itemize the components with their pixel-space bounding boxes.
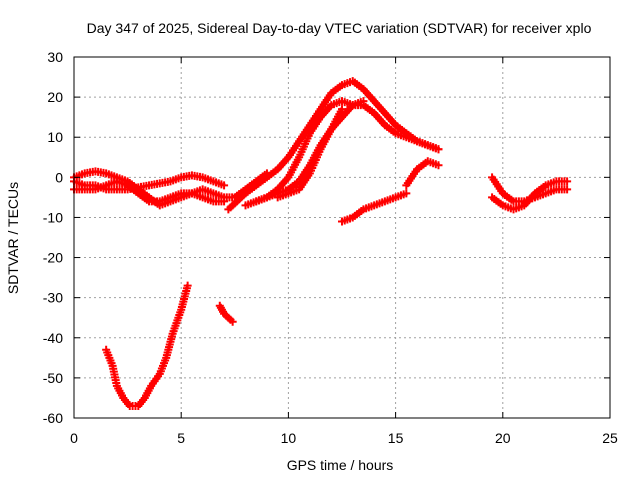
y-tick-label: 10 xyxy=(47,129,63,145)
x-axis-label: GPS time / hours xyxy=(287,457,394,473)
data-points xyxy=(70,77,572,410)
series-trace-12 xyxy=(102,281,192,410)
plot-frame xyxy=(73,56,611,419)
data-point xyxy=(220,197,229,206)
data-point xyxy=(402,189,411,198)
y-tick-label: 20 xyxy=(47,89,63,105)
data-point xyxy=(183,281,192,290)
x-tick-label: 0 xyxy=(70,430,78,446)
x-tick-label: 15 xyxy=(388,430,404,446)
series-trace-13 xyxy=(215,301,237,326)
y-tick-label: -60 xyxy=(43,410,63,426)
chart-title: Day 347 of 2025, Sidereal Day-to-day VTE… xyxy=(87,20,592,36)
axis-ticks: 0 5 10 15 20 25 -60 -50 -40 -30 -20 -10 0 10 20 30 xyxy=(43,49,618,446)
y-axis-label: SDTVAR / TECUs xyxy=(5,182,21,294)
series-trace-8 xyxy=(338,189,411,226)
grid-lines xyxy=(74,57,610,418)
series-trace-11 xyxy=(488,173,572,206)
series-trace-10 xyxy=(488,177,572,214)
y-tick-label: -20 xyxy=(43,250,63,266)
data-point xyxy=(434,161,443,170)
y-tick-label: 0 xyxy=(55,169,63,185)
data-point xyxy=(563,177,572,186)
y-tick-label: 30 xyxy=(47,49,63,65)
data-point xyxy=(220,181,229,190)
data-point xyxy=(228,317,237,326)
y-tick-label: -50 xyxy=(43,370,63,386)
data-point xyxy=(563,185,572,194)
data-point xyxy=(338,105,346,114)
y-tick-label: -40 xyxy=(43,330,63,346)
x-tick-label: 25 xyxy=(602,430,618,446)
data-point xyxy=(359,97,368,106)
data-point xyxy=(434,145,443,154)
x-tick-label: 10 xyxy=(281,430,297,446)
x-tick-label: 5 xyxy=(177,430,185,446)
y-tick-label: -10 xyxy=(43,209,63,225)
series-trace-9 xyxy=(402,157,443,190)
series-trace-7 xyxy=(273,97,368,202)
series-trace-5 xyxy=(241,97,443,210)
y-tick-label: -30 xyxy=(43,290,63,306)
x-tick-label: 20 xyxy=(495,430,511,446)
